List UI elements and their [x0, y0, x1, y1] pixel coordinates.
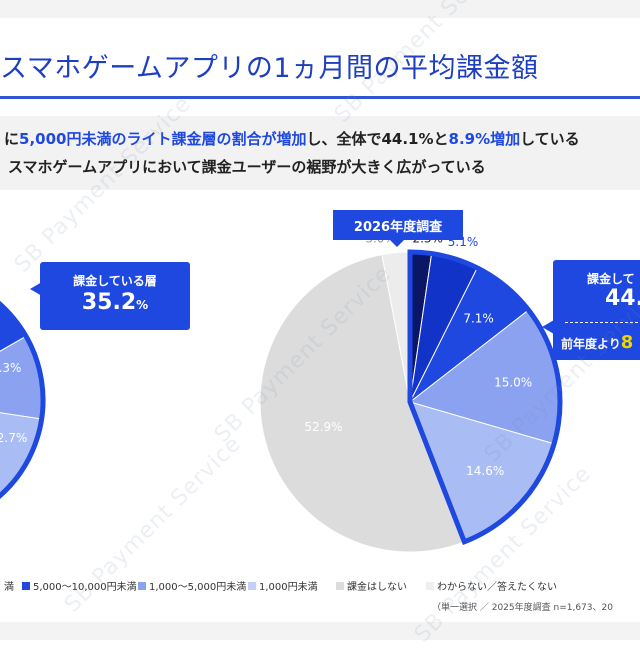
summary-highlight: 8.9%増加	[448, 130, 521, 148]
callout-number: 35.2	[81, 290, 137, 315]
survey-label: 2026年度調査	[333, 210, 463, 240]
paying-segment-outline	[407, 249, 563, 546]
callout-divider	[565, 322, 640, 323]
summary-highlight: 5,000円未満のライト課金層の割合が増加	[19, 130, 307, 148]
pie-data-label: 52.9%	[304, 420, 342, 434]
legend-label: 5,000〜10,000円未満	[33, 582, 137, 593]
legend-swatch	[426, 581, 434, 590]
footnote: （単一選択 ／ 2025年度調査 n=1,673、20	[432, 603, 613, 613]
callout-label: 課金して	[587, 272, 635, 286]
survey-label-tail	[390, 240, 404, 247]
legend-swatch	[22, 581, 30, 590]
pie-slice	[0, 335, 44, 420]
legend-item: 1,000円未満	[248, 578, 318, 593]
summary-line-1: に5,000円未満のライト課金層の割合が増加し、全体で44.1%と8.9%増加し…	[4, 128, 580, 149]
title-rule	[0, 96, 640, 99]
pie-slice	[259, 254, 465, 553]
legend-label: わからない／答えたくない	[437, 582, 557, 593]
legend-swatch	[336, 581, 344, 590]
legend-item: 1,000〜5,000円未満	[138, 578, 246, 593]
legend-label: 1,000円未満	[259, 582, 318, 593]
right-callout: 課金して 44.1 前年度より8	[553, 260, 640, 360]
legend-swatch	[248, 581, 256, 590]
page-title: スマホゲームアプリの1ヵ月間の平均課金額	[0, 53, 539, 84]
change-value: 8	[620, 332, 634, 353]
pie-data-label: .3%	[0, 361, 21, 375]
callout-value: 35.2%	[40, 290, 190, 315]
legend: 満 5,000〜10,000円未満 1,000〜5,000円未満 1,000円未満 課金…	[0, 578, 640, 594]
legend-item: わからない／答えたくない	[426, 578, 557, 593]
summary-text: に	[4, 130, 20, 148]
bottom-band	[0, 622, 640, 640]
callout-label: 課金している層	[73, 274, 157, 288]
legend-swatch	[138, 581, 146, 590]
legend-item: 課金はしない	[336, 578, 407, 593]
pie-data-label: 15.0%	[494, 375, 532, 389]
pie-data-label: 14.6%	[466, 464, 504, 478]
left-callout: 課金している層 35.2%	[40, 262, 190, 330]
callout-value: 44.1	[605, 286, 640, 311]
summary-text: している	[520, 130, 580, 148]
callout-tail	[30, 282, 42, 296]
callout-tail	[542, 320, 554, 334]
summary-line-2: スマホゲームアプリにおいて課金ユーザーの裾野が大きく広がっている	[8, 158, 486, 176]
legend-item: 5,000〜10,000円未満	[22, 578, 137, 593]
pie-data-label: 2.7%	[0, 431, 27, 445]
top-band	[0, 0, 640, 18]
summary-box: に5,000円未満のライト課金層の割合が増加し、全体で44.1%と8.9%増加し…	[0, 116, 640, 190]
change-label: 前年度より	[561, 337, 621, 351]
callout-unit: %	[136, 298, 149, 312]
legend-label: 1,000〜5,000円未満	[149, 582, 247, 593]
legend-label: 課金はしない	[347, 582, 407, 593]
pie-data-label: 7.1%	[463, 312, 494, 326]
summary-text: し、全体で44.1%と	[306, 130, 449, 148]
paying-segment-outline	[0, 300, 46, 499]
legend-item: 満	[4, 578, 14, 593]
callout-change: 前年度より8	[561, 332, 633, 353]
legend-label: 満	[4, 582, 14, 593]
